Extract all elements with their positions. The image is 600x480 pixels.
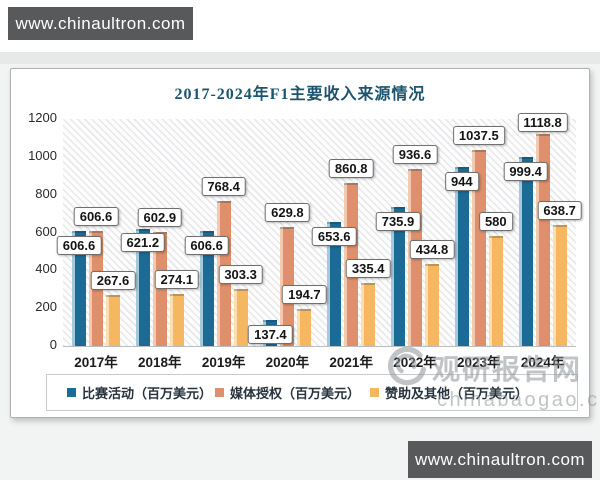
- legend-item-0: 比赛活动（百万美元）: [67, 375, 212, 410]
- data-label: 602.9: [137, 207, 183, 227]
- data-label: 194.7: [282, 285, 327, 305]
- legend-label: 赞助及其他（百万美元）: [385, 386, 529, 401]
- data-label: 1118.8: [517, 113, 568, 132]
- data-label: 936.6: [392, 144, 438, 164]
- legend-label: 媒体授权（百万美元）: [230, 386, 361, 401]
- chart-legend: 比赛活动（百万美元） 媒体授权（百万美元） 赞助及其他（百万美元）: [46, 374, 578, 411]
- x-axis-category-label: 2021年: [329, 355, 373, 370]
- bar-0-2017年: [72, 231, 86, 346]
- legend-item-1: 媒体授权（百万美元）: [215, 375, 360, 410]
- site-badge-bottom-text: www.chinaultron.com: [414, 449, 586, 469]
- plot-area: 606.6 621.2 606.6 137.4 653.6 735.9 944 999.4 60…: [56, 113, 582, 347]
- legend-swatch-icon: [67, 388, 76, 397]
- data-label: 638.7: [537, 201, 582, 221]
- bar-2-2020年: [297, 309, 312, 346]
- bar-2-2022年: [425, 263, 439, 346]
- bar-0-2019年: [199, 231, 214, 346]
- data-label: 606.6: [184, 236, 229, 256]
- y-axis-tick-label: 0: [49, 337, 57, 352]
- bar-2-2024年: [552, 225, 567, 346]
- x-axis-category-label: 2019年: [201, 355, 246, 370]
- data-label: 999.4: [503, 161, 548, 181]
- bar-2-2018年: [169, 294, 184, 346]
- data-label: 735.9: [375, 211, 421, 231]
- data-label: 860.8: [328, 159, 374, 179]
- legend-swatch-icon: [215, 388, 224, 397]
- data-label: 335.4: [345, 258, 391, 278]
- data-label: 303.3: [218, 264, 263, 284]
- data-label: 621.2: [120, 233, 166, 253]
- data-label: 629.8: [265, 202, 310, 222]
- data-label: 274.1: [154, 270, 200, 290]
- chart-title: 2017-2024年F1主要收入来源情况: [174, 86, 426, 103]
- y-axis-tick-label: 200: [35, 299, 57, 315]
- x-axis-category-label: 2022年: [393, 355, 437, 370]
- data-label: 1037.5: [452, 125, 505, 145]
- data-label: 137.4: [248, 325, 293, 344]
- data-label: 653.6: [311, 227, 357, 247]
- x-axis-category-label: 2018年: [138, 355, 182, 370]
- site-badge-top: www.chinaultron.com: [8, 7, 193, 40]
- bar-2-2017年: [106, 295, 120, 346]
- data-label: 434.8: [409, 239, 455, 259]
- x-axis-category-label: 2020年: [265, 355, 310, 370]
- x-axis-category-label: 2024年: [520, 355, 565, 370]
- site-badge-bottom: www.chinaultron.com: [408, 441, 592, 478]
- data-label: 267.6: [90, 271, 136, 291]
- bar-2-2019年: [233, 288, 248, 346]
- data-label: 580: [478, 212, 513, 232]
- y-axis-tick-label: 1000: [28, 147, 57, 163]
- y-axis-tick-label: 1200: [28, 110, 57, 125]
- site-badge-top-text: www.chinaultron.com: [15, 13, 186, 33]
- bar-0-2021年: [327, 222, 342, 346]
- x-axis-category-label: 2017年: [74, 355, 118, 370]
- legend-swatch-icon: [370, 388, 379, 397]
- chart-card: 2017-2024年F1主要收入来源情况 606.6 621.2 606.6 137.…: [10, 68, 590, 418]
- y-axis-tick-label: 600: [35, 223, 57, 239]
- y-axis-tick-label: 800: [35, 185, 57, 201]
- bar-0-2024年: [518, 156, 533, 346]
- y-axis-tick-label: 400: [35, 261, 57, 277]
- page-divider-band: [0, 52, 600, 64]
- bar-2-2021年: [361, 282, 376, 346]
- legend-label: 比赛活动（百万美元）: [82, 386, 213, 401]
- bar-2-2023年: [488, 236, 503, 346]
- bar-0-2022年: [391, 206, 405, 346]
- legend-item-2: 赞助及其他（百万美元）: [370, 375, 528, 410]
- bar-1-2024年: [535, 134, 550, 346]
- data-label: 768.4: [201, 176, 246, 196]
- bar-0-2023年: [454, 167, 469, 346]
- bar-0-2018年: [135, 228, 150, 346]
- data-label: 606.6: [56, 236, 102, 256]
- bar-1-2023年: [471, 149, 486, 346]
- data-label: 606.6: [73, 207, 119, 227]
- data-label: 944: [444, 172, 479, 192]
- x-axis-category-label: 2023年: [457, 355, 501, 370]
